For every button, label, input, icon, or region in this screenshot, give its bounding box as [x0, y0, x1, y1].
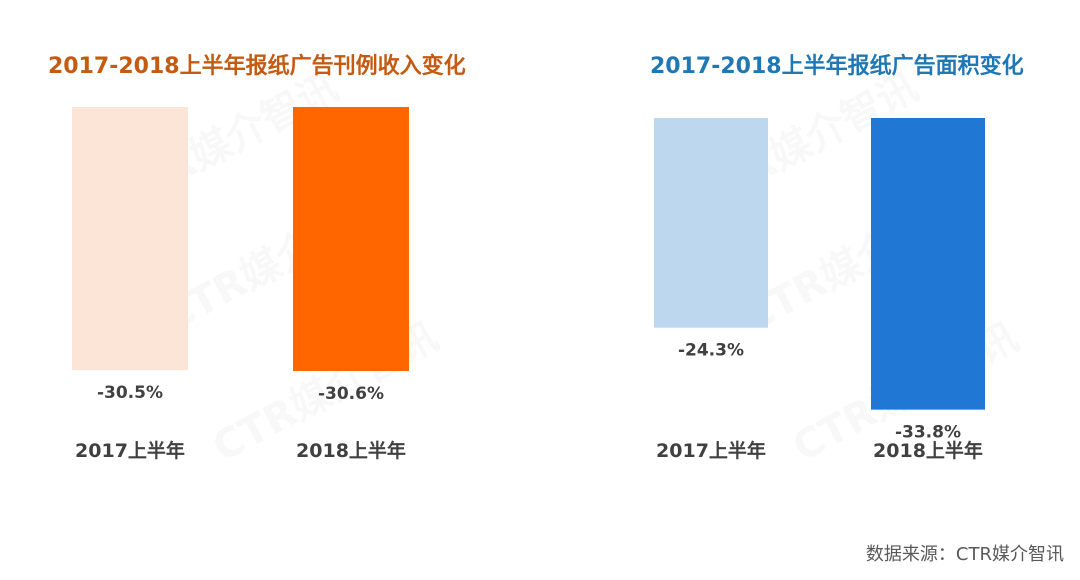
bar-2	[871, 118, 985, 410]
bar-value-label: -24.3%	[678, 341, 744, 361]
category-label: 2018上半年	[873, 439, 983, 462]
data-source-note: 数据来源：CTR媒介智讯	[865, 544, 1064, 565]
bar-value-label: -33.8%	[895, 423, 961, 443]
revenue-chart-panel: 2017-2018上半年报纸广告刊例收入变化 -30.5% 2017上半年 -30.…	[0, 0, 540, 520]
area-bar-chart: -24.3% 2017上半年 -33.8%2018上半年	[654, 118, 985, 462]
revenue-bar-chart: -30.5% 2017上半年 -30.6% 2018上半年	[72, 107, 409, 462]
category-label: 2018上半年	[296, 439, 406, 462]
area-chart-title: 2017-2018上半年报纸广告面积变化	[650, 54, 1024, 79]
bar-2	[293, 107, 409, 372]
area-chart-panel: 2017-2018上半年报纸广告面积变化 -24.3% 2017上半年 -33.8%…	[540, 0, 1080, 520]
category-label: 2017上半年	[656, 439, 766, 462]
bar-value-label: -30.5%	[97, 383, 163, 403]
bar-1	[72, 107, 188, 371]
revenue-chart-title: 2017-2018上半年报纸广告刊例收入变化	[48, 54, 466, 79]
bar-1	[654, 118, 768, 328]
bar-value-label: -30.6%	[318, 384, 384, 404]
category-label: 2017上半年	[75, 439, 185, 462]
